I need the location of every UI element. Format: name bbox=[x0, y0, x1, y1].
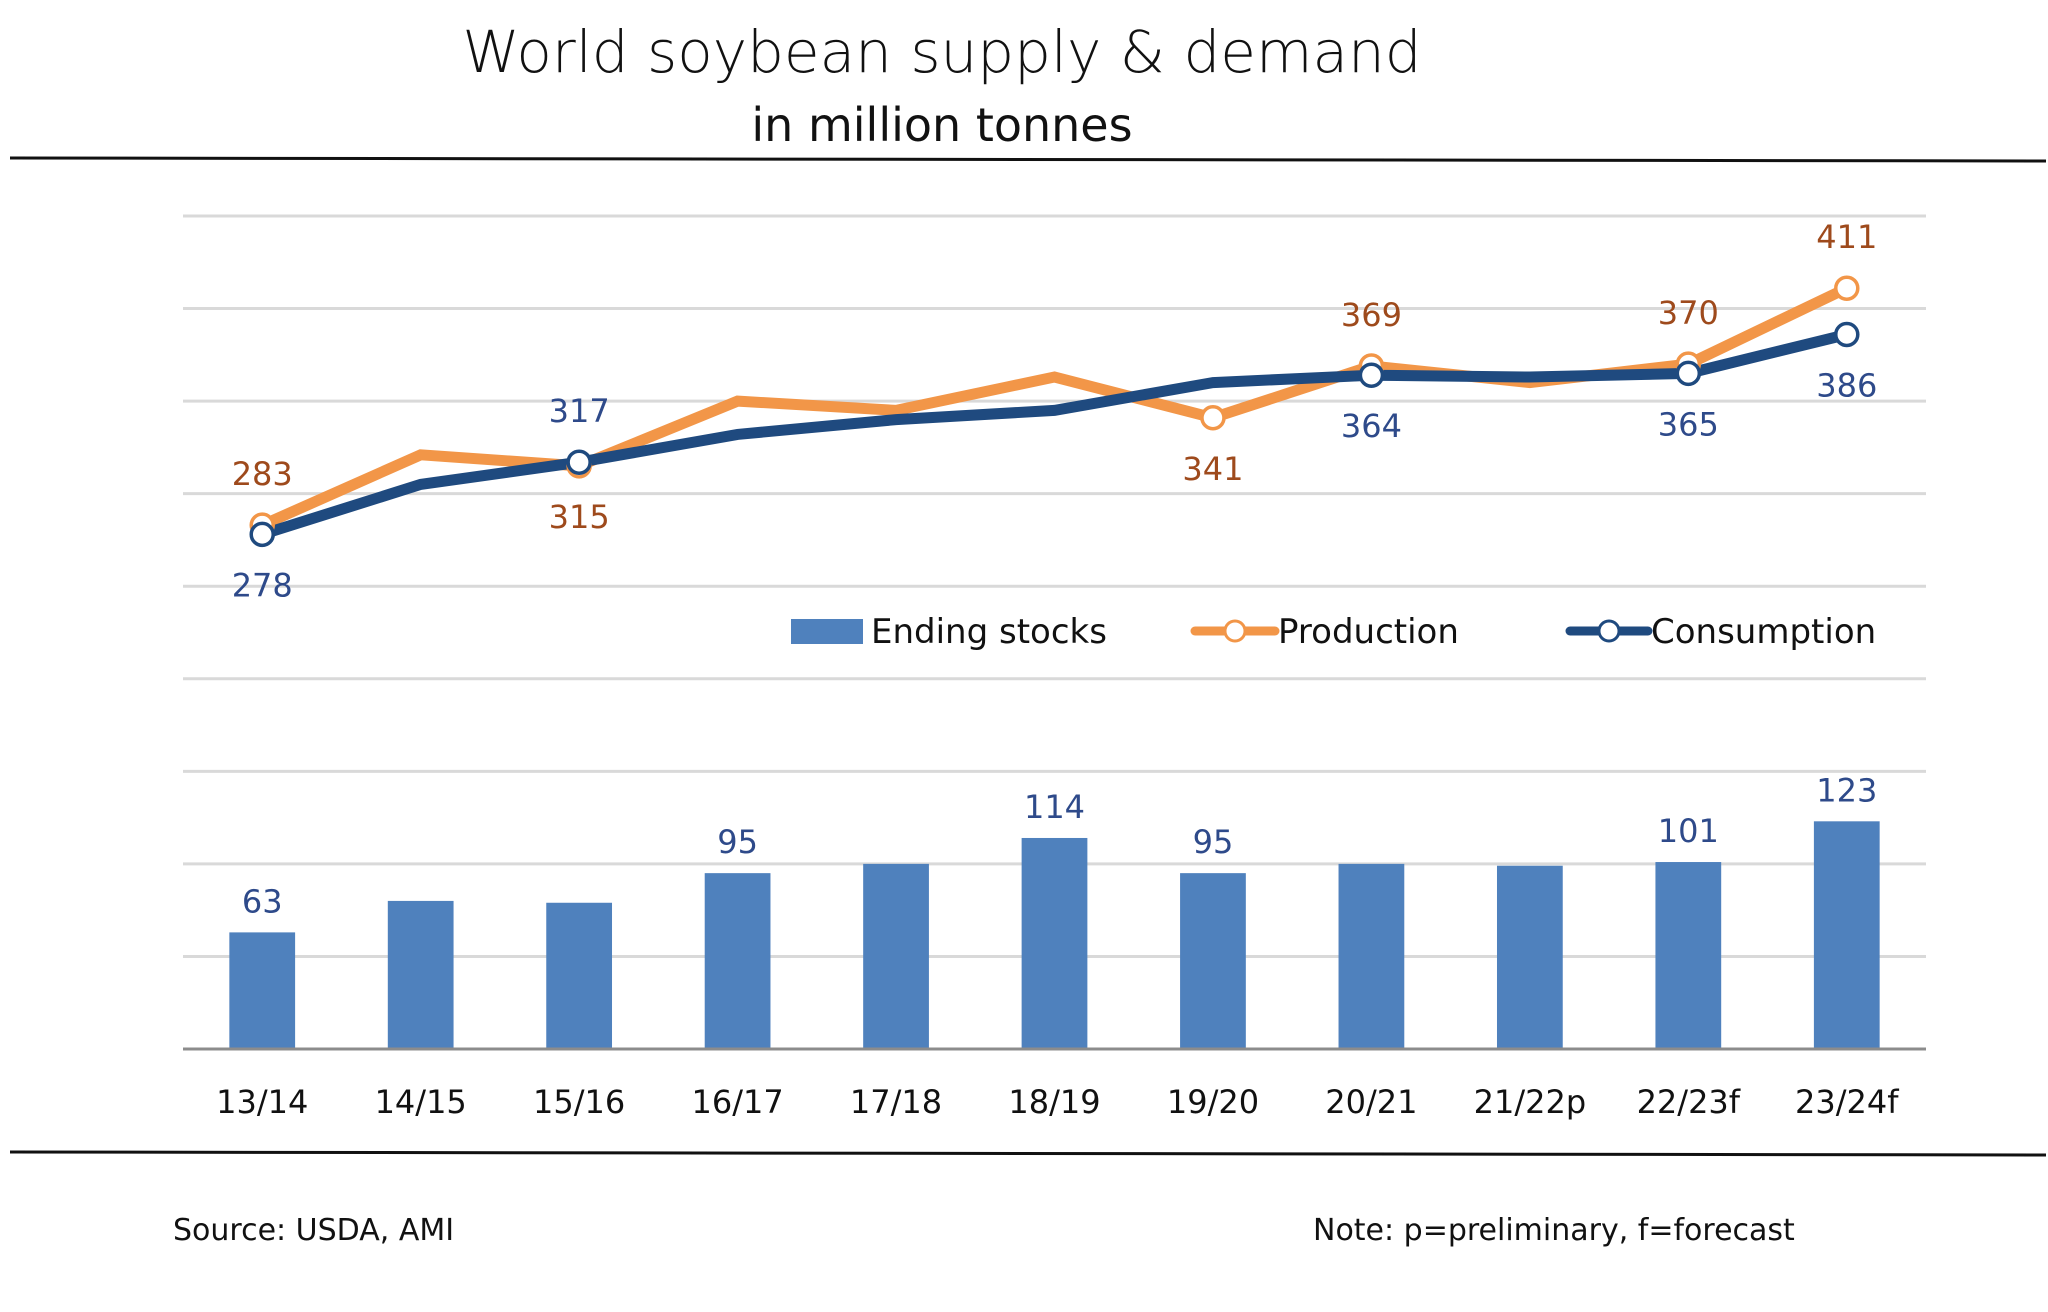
x-tick-label: 20/21 bbox=[1325, 1083, 1417, 1121]
source-note: Source: USDA, AMI bbox=[173, 1213, 454, 1248]
legend-swatch-ending-stocks bbox=[791, 619, 863, 644]
x-tick-label: 19/20 bbox=[1167, 1083, 1259, 1121]
bar-23-24f bbox=[1813, 821, 1880, 1049]
data-label-ending-stocks: 63 bbox=[242, 882, 283, 920]
bar-21-22p bbox=[1496, 865, 1563, 1049]
x-tick-label: 18/19 bbox=[1008, 1083, 1100, 1121]
data-label-ending-stocks: 95 bbox=[1193, 823, 1234, 861]
marker-consumption bbox=[1675, 360, 1702, 387]
marker-production bbox=[1200, 405, 1226, 431]
data-label-consumption: 278 bbox=[232, 566, 293, 604]
x-tick-label: 13/14 bbox=[216, 1083, 308, 1121]
marker-consumption bbox=[566, 449, 592, 475]
x-tick-label: 21/22p bbox=[1474, 1083, 1587, 1121]
x-tick-label: 22/23f bbox=[1637, 1083, 1741, 1121]
data-label-consumption: 386 bbox=[1816, 366, 1877, 404]
footnote-legend: Note: p=preliminary, f=forecast bbox=[1313, 1213, 1795, 1248]
x-tick-label: 16/17 bbox=[691, 1083, 783, 1121]
marker-consumption bbox=[1358, 362, 1385, 388]
bar-19-20 bbox=[1180, 873, 1246, 1049]
marker-consumption bbox=[249, 521, 275, 548]
bar-14-15 bbox=[387, 900, 454, 1049]
x-tick-label: 14/15 bbox=[375, 1083, 467, 1121]
bar-18-19 bbox=[1021, 837, 1088, 1049]
data-label-production: 369 bbox=[1341, 296, 1402, 334]
data-label-production: 283 bbox=[232, 455, 293, 493]
data-label-production: 341 bbox=[1182, 450, 1243, 488]
legend-marker-production bbox=[1223, 619, 1247, 643]
legend: Ending stocks Production Consumption bbox=[791, 612, 1876, 652]
x-tick-label: 17/18 bbox=[850, 1083, 942, 1121]
data-label-consumption: 365 bbox=[1658, 405, 1719, 443]
legend-label-production: Production bbox=[1278, 612, 1459, 652]
data-label-ending-stocks: 123 bbox=[1816, 771, 1877, 809]
data-label-production: 411 bbox=[1816, 218, 1877, 256]
data-label-consumption: 364 bbox=[1341, 407, 1402, 445]
bar-15-16 bbox=[546, 902, 613, 1049]
chart-title: World soybean supply & demand bbox=[462, 18, 1421, 86]
legend-label-consumption: Consumption bbox=[1651, 612, 1876, 652]
bar-17-18 bbox=[863, 863, 929, 1049]
top-rule bbox=[9, 156, 2047, 163]
data-label-ending-stocks: 101 bbox=[1658, 812, 1719, 850]
data-label-ending-stocks: 95 bbox=[717, 823, 758, 861]
x-tick-label: 23/24f bbox=[1795, 1083, 1899, 1121]
data-label-production: 315 bbox=[549, 498, 610, 536]
marker-production bbox=[1834, 275, 1860, 301]
bar-13-14 bbox=[229, 932, 296, 1049]
bottom-rule bbox=[9, 1150, 2047, 1157]
chart-subtitle: in million tonnes bbox=[751, 98, 1132, 152]
gridlines bbox=[183, 214, 1926, 958]
data-label-ending-stocks: 114 bbox=[1024, 788, 1085, 826]
bar-20-21 bbox=[1338, 863, 1405, 1049]
legend-marker-consumption bbox=[1597, 619, 1621, 643]
bar-16-17 bbox=[704, 873, 771, 1049]
x-axis-tick-labels: 13/14 14/15 15/16 16/17 17/18 18/19 19/20 20/21… bbox=[216, 1083, 1899, 1121]
marker-consumption bbox=[1834, 321, 1860, 348]
line-series bbox=[249, 275, 1860, 548]
data-label-consumption: 317 bbox=[549, 392, 610, 430]
x-tick-label: 15/16 bbox=[533, 1083, 625, 1121]
bar-22-23f bbox=[1655, 862, 1722, 1049]
bar-series-ending-stocks bbox=[229, 821, 1880, 1049]
data-label-production: 370 bbox=[1658, 294, 1719, 332]
line-consumption bbox=[260, 329, 1849, 540]
data-labels: 63 95 114 95 101 123 283 315 341 369 370 411 278 317 3… bbox=[232, 218, 1878, 920]
legend-label-ending-stocks: Ending stocks bbox=[871, 612, 1107, 652]
